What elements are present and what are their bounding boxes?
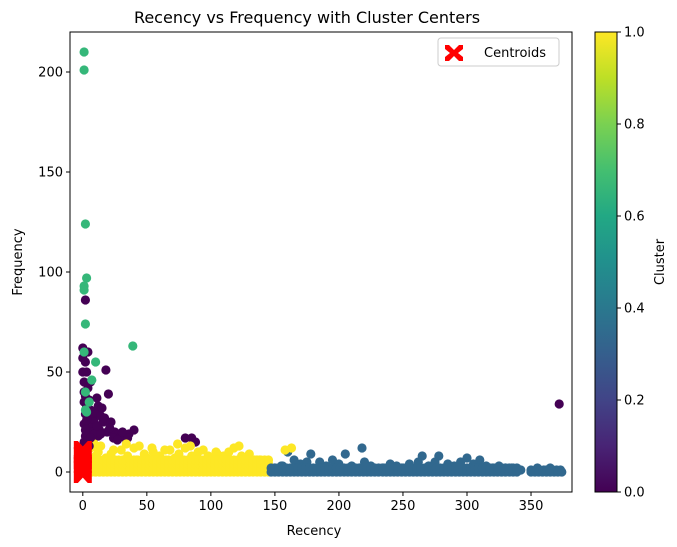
data-point (80, 425, 90, 435)
data-point (173, 439, 183, 449)
legend-box (437, 37, 560, 67)
data-point (112, 435, 122, 445)
data-point (147, 443, 157, 453)
data-point (224, 447, 234, 457)
y-tick-label: 150 (38, 166, 63, 181)
data-point (84, 397, 94, 407)
data-point (340, 449, 350, 459)
x-axis-label: Recency (287, 524, 342, 539)
data-point (234, 441, 244, 451)
x-tick-label: 250 (391, 499, 416, 514)
colorbar-tick-label: 0.4 (624, 302, 645, 317)
y-axis: 0 50 100 150 200 (38, 66, 70, 481)
data-point (105, 423, 115, 433)
data-point (80, 387, 90, 397)
centroid-marker-icon (73, 445, 92, 463)
legend-label-centroids: Centroids (484, 46, 546, 61)
colorbar-tick-label: 0.6 (624, 210, 645, 225)
data-point (101, 365, 111, 375)
data-point (108, 445, 119, 455)
data-point (306, 449, 316, 459)
colorbar-tick-label: 0.0 (624, 486, 645, 501)
data-point (198, 445, 208, 455)
data-point (87, 375, 97, 385)
data-point (80, 319, 90, 329)
data-point (357, 443, 367, 453)
x-tick-label: 150 (262, 499, 287, 514)
data-point (80, 219, 90, 229)
centroid-markers (73, 441, 92, 483)
data-point (121, 439, 131, 449)
y-tick-label: 50 (46, 366, 63, 381)
data-point (289, 455, 299, 465)
legend: Centroids (437, 37, 560, 67)
plot-frame (69, 31, 573, 493)
data-point (211, 447, 221, 457)
data-point (79, 65, 89, 75)
colorbar-label: Cluster (653, 238, 668, 285)
y-axis-label: Frequency (11, 228, 26, 295)
x-tick-label: 100 (198, 499, 223, 514)
data-point (78, 367, 88, 377)
x-axis: 0 50 100 150 200 250 300 350 (79, 492, 544, 514)
data-point (91, 357, 101, 367)
data-point (263, 455, 274, 465)
colorbar-tick-label: 1.0 (624, 26, 645, 41)
data-point (554, 399, 564, 409)
y-tick-label: 100 (38, 266, 63, 281)
y-tick-label: 0 (55, 466, 63, 481)
data-point (286, 443, 297, 453)
colorbar-ticks: 0.0 0.2 0.4 0.6 0.8 1.0 (617, 26, 645, 501)
data-point (557, 467, 567, 477)
plot-area: 0 50 100 150 200 0 50 100 150 200 250 300 350 (38, 31, 573, 514)
data-point (79, 285, 89, 295)
x-tick-label: 50 (139, 499, 156, 514)
data-point (79, 47, 89, 57)
legend-centroid-marker-icon (445, 45, 463, 61)
data-point (116, 445, 126, 455)
x-tick-label: 350 (519, 499, 544, 514)
x-tick-label: 0 (79, 499, 87, 514)
data-point (82, 415, 92, 425)
colorbar-tick-label: 0.8 (624, 118, 645, 133)
data-point (80, 405, 90, 415)
data-point (92, 421, 102, 431)
data-point (92, 393, 102, 403)
x-tick-label: 300 (455, 499, 480, 514)
colorbar-gradient (594, 31, 618, 493)
data-point (96, 429, 106, 439)
data-point (134, 441, 144, 451)
data-point (185, 441, 195, 451)
data-points (78, 47, 567, 477)
data-point (82, 273, 92, 283)
data-point (160, 445, 170, 455)
data-point (103, 389, 113, 399)
data-point (128, 341, 138, 351)
y-tick-label: 200 (38, 66, 63, 81)
data-point (96, 441, 106, 451)
data-point (180, 433, 190, 443)
data-point (97, 403, 107, 413)
data-point (85, 433, 96, 443)
colorbar: 0.0 0.2 0.4 0.6 0.8 1.0 Cluster (594, 26, 668, 501)
x-tick-label: 200 (327, 499, 352, 514)
data-point (117, 427, 128, 437)
data-point (129, 425, 139, 435)
data-point (79, 347, 89, 357)
data-point (80, 357, 90, 367)
colorbar-tick-label: 0.2 (624, 394, 645, 409)
data-point (80, 295, 90, 305)
data-point (512, 463, 522, 473)
chart-title: Recency vs Frequency with Cluster Center… (134, 8, 480, 27)
